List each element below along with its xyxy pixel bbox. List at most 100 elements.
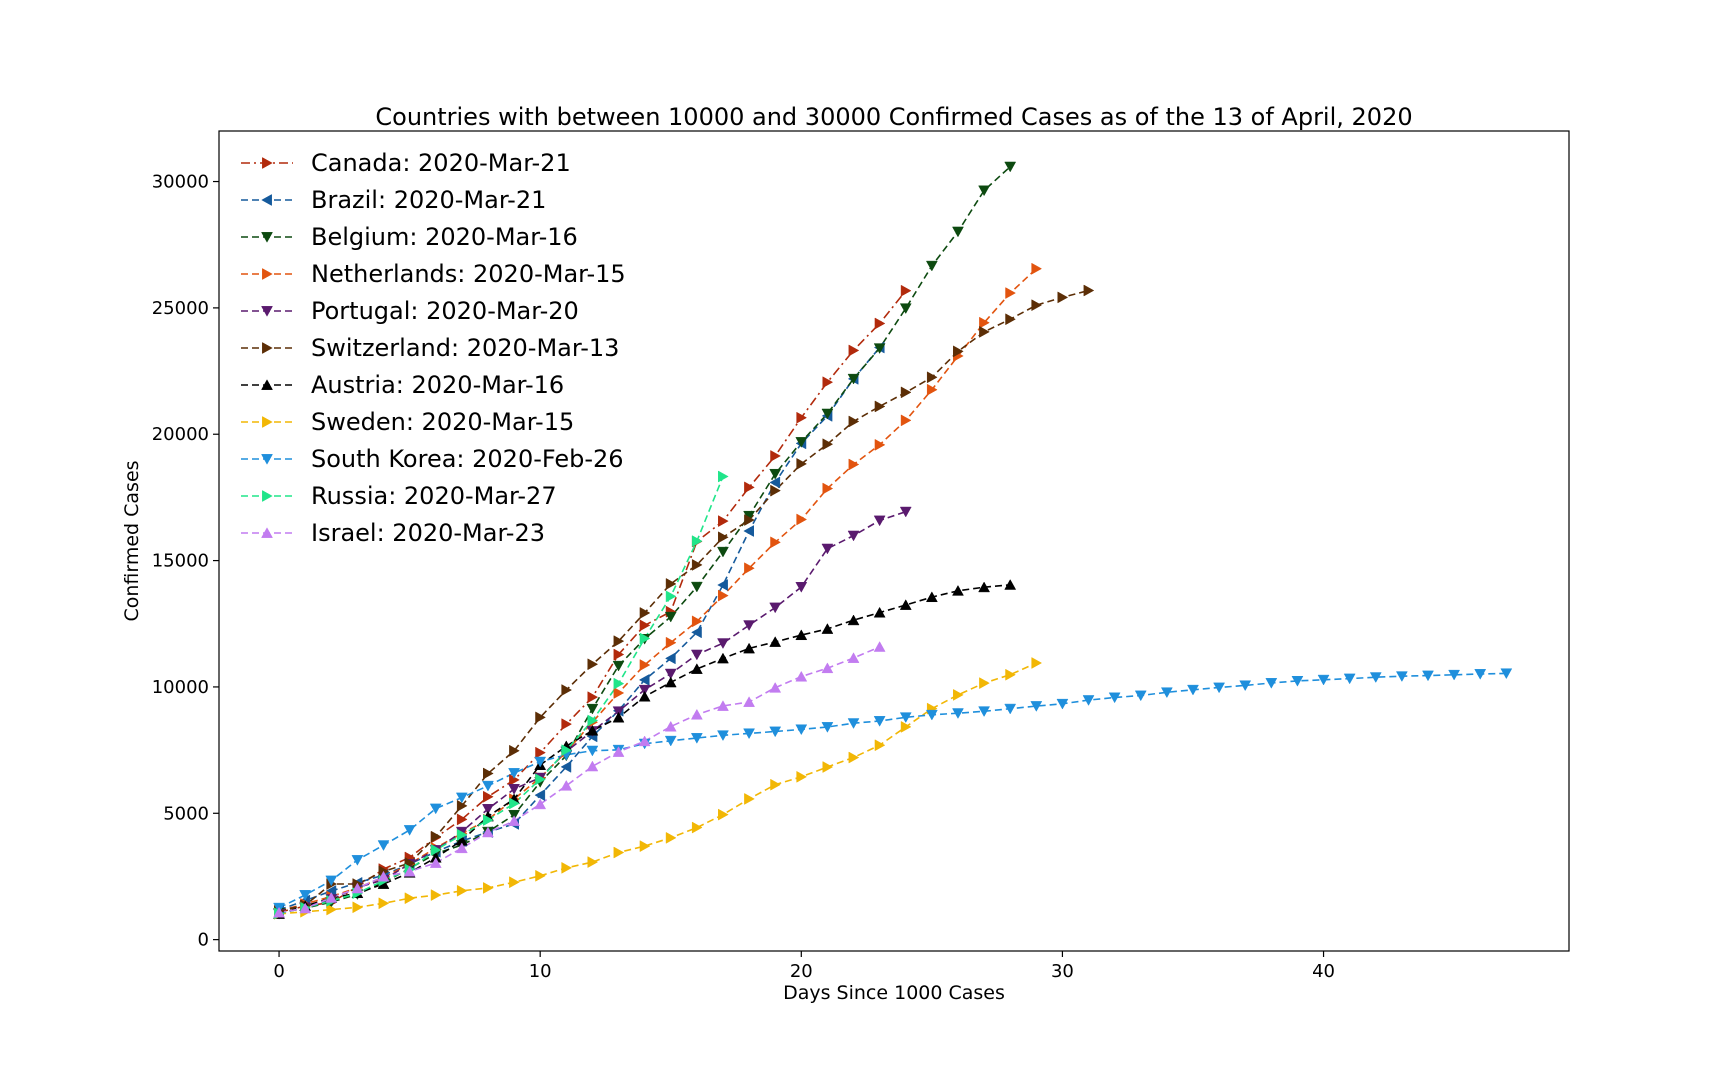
data-point-south-korea-29: [1030, 701, 1043, 712]
data-point-switzerland-21: [822, 438, 834, 451]
data-point-belgium-17: [717, 546, 729, 558]
data-point-sweden-23: [874, 739, 886, 752]
series-line-israel: [278, 646, 880, 914]
data-point-sweden-26: [953, 688, 964, 701]
data-point-russia-6: [430, 844, 442, 856]
data-point-netherlands-20: [796, 513, 808, 526]
data-point-switzerland-20: [796, 457, 808, 470]
data-point-south-korea-42: [1369, 672, 1382, 683]
legend-marker-canada: [262, 157, 273, 169]
data-point-sweden-7: [456, 884, 468, 897]
data-point-israel-0: [273, 906, 285, 918]
data-point-switzerland-18: [744, 514, 755, 526]
data-point-portugal-16: [690, 649, 703, 661]
data-point-south-korea-46: [1474, 669, 1487, 680]
legend-label-south-korea: South Korea: 2020-Feb-26: [311, 445, 624, 473]
data-point-israel-7: [455, 842, 468, 854]
data-point-canada-22: [848, 344, 860, 357]
data-point-south-korea-4: [377, 840, 390, 851]
data-point-brazil-17: [717, 579, 728, 591]
data-point-switzerland-19: [770, 484, 781, 497]
data-point-brazil-18: [743, 525, 755, 537]
data-point-south-korea-27: [978, 706, 991, 718]
data-point-south-korea-32: [1108, 692, 1121, 704]
data-point-israel-17: [717, 700, 729, 711]
legend: Canada: 2020-Mar-21 Brazil: 2020-Mar-21 Be…: [241, 149, 626, 547]
data-point-switzerland-27: [979, 325, 990, 338]
data-point-portugal-9: [508, 784, 520, 795]
data-point-israel-19: [769, 682, 782, 693]
data-point-sweden-17: [718, 808, 729, 821]
data-point-sweden-4: [378, 897, 390, 910]
data-point-netherlands-27: [979, 316, 990, 329]
data-point-sweden-9: [509, 876, 520, 889]
data-point-sweden-18: [744, 793, 755, 805]
data-point-switzerland-22: [848, 415, 860, 428]
data-point-portugal-22: [847, 530, 860, 542]
y-tick-label-30000: 30000: [152, 172, 209, 193]
x-tick-label-20: 20: [790, 961, 813, 982]
data-point-canada-12: [587, 691, 599, 704]
data-point-belgium-15: [664, 611, 677, 623]
legend-label-switzerland: Switzerland: 2020-Mar-13: [311, 334, 619, 362]
data-point-switzerland-8: [483, 767, 494, 780]
data-point-russia-9: [509, 797, 520, 810]
data-point-israel-14: [638, 735, 651, 747]
data-point-south-korea-10: [534, 756, 547, 768]
data-point-south-korea-35: [1187, 684, 1199, 696]
data-point-austria-21: [821, 623, 834, 634]
data-point-austria-16: [690, 663, 703, 674]
data-point-belgium-21: [821, 408, 834, 420]
legend-marker-sweden: [262, 416, 273, 428]
data-point-brazil-14: [638, 673, 650, 686]
y-tick-label-0: 0: [198, 930, 209, 951]
data-point-south-korea-45: [1448, 669, 1461, 681]
y-tick-label-25000: 25000: [152, 298, 209, 319]
data-point-canada-21: [822, 376, 834, 389]
data-point-south-korea-37: [1239, 680, 1252, 692]
data-point-netherlands-22: [848, 458, 860, 471]
x-axis: 0 10 20 30 40: [273, 951, 1335, 982]
data-point-belgium-9: [508, 809, 520, 821]
data-point-sweden-6: [430, 889, 442, 902]
data-point-sweden-28: [1005, 668, 1016, 681]
data-point-brazil-16: [691, 626, 702, 639]
data-point-canada-14: [639, 619, 651, 632]
data-point-israel-23: [873, 641, 886, 652]
data-point-austria-19: [769, 636, 782, 647]
data-point-sweden-19: [770, 778, 781, 791]
data-point-austria-20: [795, 629, 808, 641]
data-point-belgium-20: [795, 437, 808, 448]
data-point-netherlands-29: [1031, 262, 1043, 275]
data-point-south-korea-26: [952, 708, 964, 719]
data-point-south-korea-1: [299, 890, 312, 901]
data-point-south-korea-20: [795, 724, 808, 736]
data-point-austria-23: [873, 606, 886, 618]
data-point-switzerland-16: [691, 558, 703, 571]
data-point-south-korea-22: [847, 718, 860, 729]
legend-marker-portugal: [261, 306, 273, 317]
series-line-russia: [278, 476, 724, 915]
chart-title: Countries with between 10000 and 30000 C…: [375, 103, 1412, 131]
data-point-portugal-18: [743, 620, 756, 631]
data-point-south-korea-24: [899, 712, 912, 724]
data-point-israel-20: [795, 670, 808, 682]
data-point-sweden-13: [613, 846, 625, 859]
data-point-portugal-17: [717, 638, 729, 649]
data-point-austria-12: [586, 724, 599, 736]
legend-label-austria: Austria: 2020-Mar-16: [311, 371, 564, 399]
data-point-israel-5: [403, 865, 416, 877]
data-point-south-korea-16: [690, 733, 703, 744]
data-point-austria-25: [925, 591, 938, 603]
data-point-switzerland-14: [639, 607, 651, 619]
data-point-israel-10: [534, 798, 547, 810]
plot-frame: [218, 130, 1570, 952]
data-point-south-korea-2: [325, 875, 338, 887]
data-point-belgium-25: [925, 260, 938, 272]
data-point-south-korea-25: [925, 709, 938, 721]
data-point-sweden-24: [900, 720, 912, 733]
data-point-portugal-14: [638, 684, 651, 696]
data-point-belgium-26: [952, 226, 964, 238]
y-tick-label-20000: 20000: [152, 424, 209, 445]
data-point-south-korea-7: [455, 792, 468, 804]
